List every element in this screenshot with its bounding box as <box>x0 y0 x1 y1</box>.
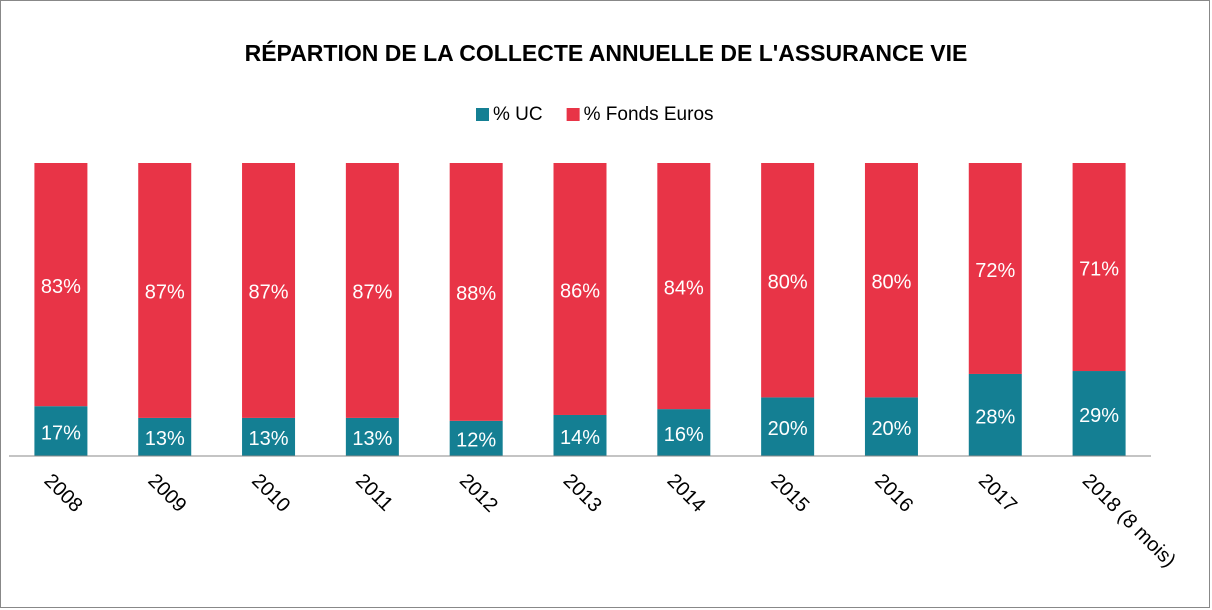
bar-segment <box>761 163 815 398</box>
bar-segment <box>553 414 607 456</box>
data-label: 20% <box>871 418 911 440</box>
data-label: 71% <box>1079 258 1119 280</box>
data-label: 17% <box>41 422 81 444</box>
bar-segment <box>138 163 192 418</box>
data-label: 86% <box>560 280 600 302</box>
data-label: 80% <box>871 271 911 293</box>
bar-segment <box>864 397 918 456</box>
bar-segment <box>242 417 296 456</box>
data-label: 72% <box>975 260 1015 282</box>
data-label: 87% <box>145 282 185 304</box>
data-label: 12% <box>456 430 496 452</box>
data-label: 29% <box>1079 405 1119 427</box>
bar-segment <box>345 417 399 456</box>
legend-label: % Fonds Euros <box>584 104 714 125</box>
data-label: 80% <box>768 271 808 293</box>
bar-segment <box>1072 163 1126 372</box>
data-label: 87% <box>249 282 289 304</box>
bar-segment <box>449 420 503 456</box>
bar-segment <box>345 163 399 418</box>
legend-swatch <box>476 108 489 121</box>
bar-segment <box>968 163 1022 374</box>
data-label: 84% <box>664 277 704 299</box>
bar-segment <box>1072 371 1126 456</box>
data-label: 13% <box>352 428 392 450</box>
chart-title: RÉPARTION DE LA COLLECTE ANNUELLE DE L'A… <box>245 39 968 66</box>
bar-segment <box>657 409 711 456</box>
data-label: 14% <box>560 427 600 449</box>
data-label: 83% <box>41 276 81 298</box>
bar-segment <box>761 397 815 456</box>
data-label: 28% <box>975 406 1015 428</box>
data-label: 13% <box>145 428 185 450</box>
bar-segment <box>657 163 711 410</box>
bar-segment <box>449 163 503 421</box>
bar-segment <box>242 163 296 418</box>
data-label: 87% <box>352 282 392 304</box>
bar-segment <box>34 163 88 407</box>
data-label: 13% <box>249 428 289 450</box>
bar-segment <box>968 373 1022 456</box>
legend-swatch <box>566 108 580 121</box>
data-label: 16% <box>664 424 704 446</box>
bar-segment <box>138 417 192 456</box>
legend-label: % UC <box>493 104 543 125</box>
bar-segment <box>553 163 607 415</box>
bar-segment <box>864 163 918 398</box>
bar-segment <box>34 406 88 456</box>
data-label: 88% <box>456 283 496 305</box>
data-label: 20% <box>768 418 808 440</box>
